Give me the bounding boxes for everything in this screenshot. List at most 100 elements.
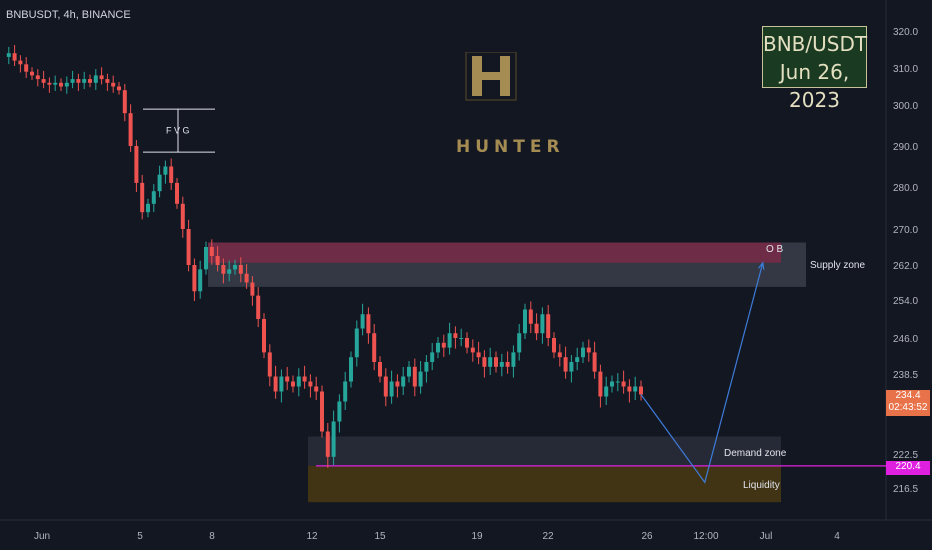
candle-body xyxy=(93,75,98,83)
candle-body xyxy=(569,362,574,372)
zone-demand-zone xyxy=(308,436,781,466)
candle-body xyxy=(563,357,568,372)
candle-body xyxy=(47,82,52,85)
candle-body xyxy=(163,166,168,175)
candle-body xyxy=(308,381,313,387)
candle-body xyxy=(169,166,174,183)
candle-body xyxy=(279,376,284,392)
candle-body xyxy=(111,82,116,87)
candle-body xyxy=(6,53,11,57)
candle-body xyxy=(528,309,533,324)
projection-arrowhead xyxy=(758,261,765,270)
projection-path xyxy=(640,262,764,484)
candle-body xyxy=(331,421,336,457)
candle-body xyxy=(180,203,185,229)
candle-body xyxy=(494,357,498,367)
candle-body xyxy=(198,269,203,292)
candle-body xyxy=(598,371,603,397)
candle-body xyxy=(227,269,232,274)
candle-body xyxy=(151,191,156,204)
candle-body xyxy=(517,333,522,353)
candle-body xyxy=(325,431,330,457)
candle-body xyxy=(41,79,46,83)
candle-body xyxy=(523,309,527,334)
candle-body xyxy=(615,381,620,383)
candle-body xyxy=(314,386,319,392)
candle-body xyxy=(436,342,440,353)
candle-body xyxy=(552,338,556,353)
candle-body xyxy=(117,86,121,91)
date-label: Jun 26, 2023 xyxy=(779,60,850,112)
y-tick-label: 254.0 xyxy=(893,296,918,307)
candle-body xyxy=(354,328,359,358)
candle-body xyxy=(441,342,446,348)
candle-body xyxy=(82,79,87,83)
candle-body xyxy=(465,338,469,348)
candle-body xyxy=(209,247,214,256)
x-tick-label: 8 xyxy=(209,531,215,542)
y-tick-label: 300.0 xyxy=(893,101,918,112)
candle-body xyxy=(233,265,237,270)
hunter-logo xyxy=(452,51,562,172)
candle-body xyxy=(621,381,626,387)
zone-ob xyxy=(208,242,781,263)
candle-body xyxy=(378,362,382,377)
candle-body xyxy=(320,391,324,432)
demand-zone-label: Demand zone xyxy=(724,448,787,459)
y-tick-label: 222.5 xyxy=(893,450,918,461)
candle-body xyxy=(447,333,452,348)
candle-body xyxy=(627,386,632,392)
y-tick-label: 320.0 xyxy=(893,27,918,38)
zone-liquidity xyxy=(308,465,781,503)
candle-body xyxy=(383,376,388,397)
candle-body xyxy=(476,352,481,358)
candle-body xyxy=(64,82,69,87)
candle-body xyxy=(30,71,34,76)
x-tick-label: 4 xyxy=(834,531,840,542)
candle-body xyxy=(610,381,614,387)
x-tick-label: 26 xyxy=(641,531,653,542)
candle-body xyxy=(204,247,208,270)
candle-body xyxy=(140,182,145,213)
candle-body xyxy=(262,319,266,353)
y-tick-label: 238.5 xyxy=(893,370,918,381)
candle-body xyxy=(186,229,191,265)
candle-body xyxy=(256,295,261,319)
candle-body xyxy=(343,381,348,402)
candle-body xyxy=(70,79,75,83)
candle-body xyxy=(53,82,58,85)
candle-body xyxy=(360,314,365,329)
candle-body xyxy=(482,357,487,367)
candle-body xyxy=(134,146,139,183)
liquidity-label: Liquidity xyxy=(743,480,780,491)
candle-body xyxy=(459,338,464,339)
candle-body xyxy=(88,79,92,83)
candle-body xyxy=(557,352,562,358)
candle-body xyxy=(604,386,609,397)
y-tick-label: 270.0 xyxy=(893,225,918,236)
candle-body xyxy=(105,79,110,83)
candle-body xyxy=(250,282,255,296)
candle-body xyxy=(430,352,435,362)
candle-body xyxy=(296,376,301,387)
fvg-label: F V G xyxy=(166,126,190,136)
candle-body xyxy=(366,314,371,334)
x-tick-label: 12:00 xyxy=(693,531,718,542)
x-tick-label: Jul xyxy=(760,531,773,542)
x-tick-label: 19 xyxy=(471,531,483,542)
candle-body xyxy=(18,60,23,65)
date-box: BNB/USDT Jun 26, 2023 xyxy=(762,26,867,112)
candle-body xyxy=(534,323,539,334)
candle-body xyxy=(418,371,423,387)
candle-body xyxy=(633,386,638,392)
current-price-tag: 234.4 02:43:52 xyxy=(886,390,930,416)
candle-body xyxy=(424,362,429,372)
candle-body xyxy=(175,182,179,204)
y-tick-label: 262.0 xyxy=(893,261,918,272)
current-price-value: 234.4 xyxy=(895,390,921,401)
x-tick-label: 15 xyxy=(374,531,386,542)
symbol-label: BNBUSDT, 4h, BINANCE xyxy=(6,9,131,21)
candle-body xyxy=(575,357,580,362)
candle-body xyxy=(273,376,278,392)
